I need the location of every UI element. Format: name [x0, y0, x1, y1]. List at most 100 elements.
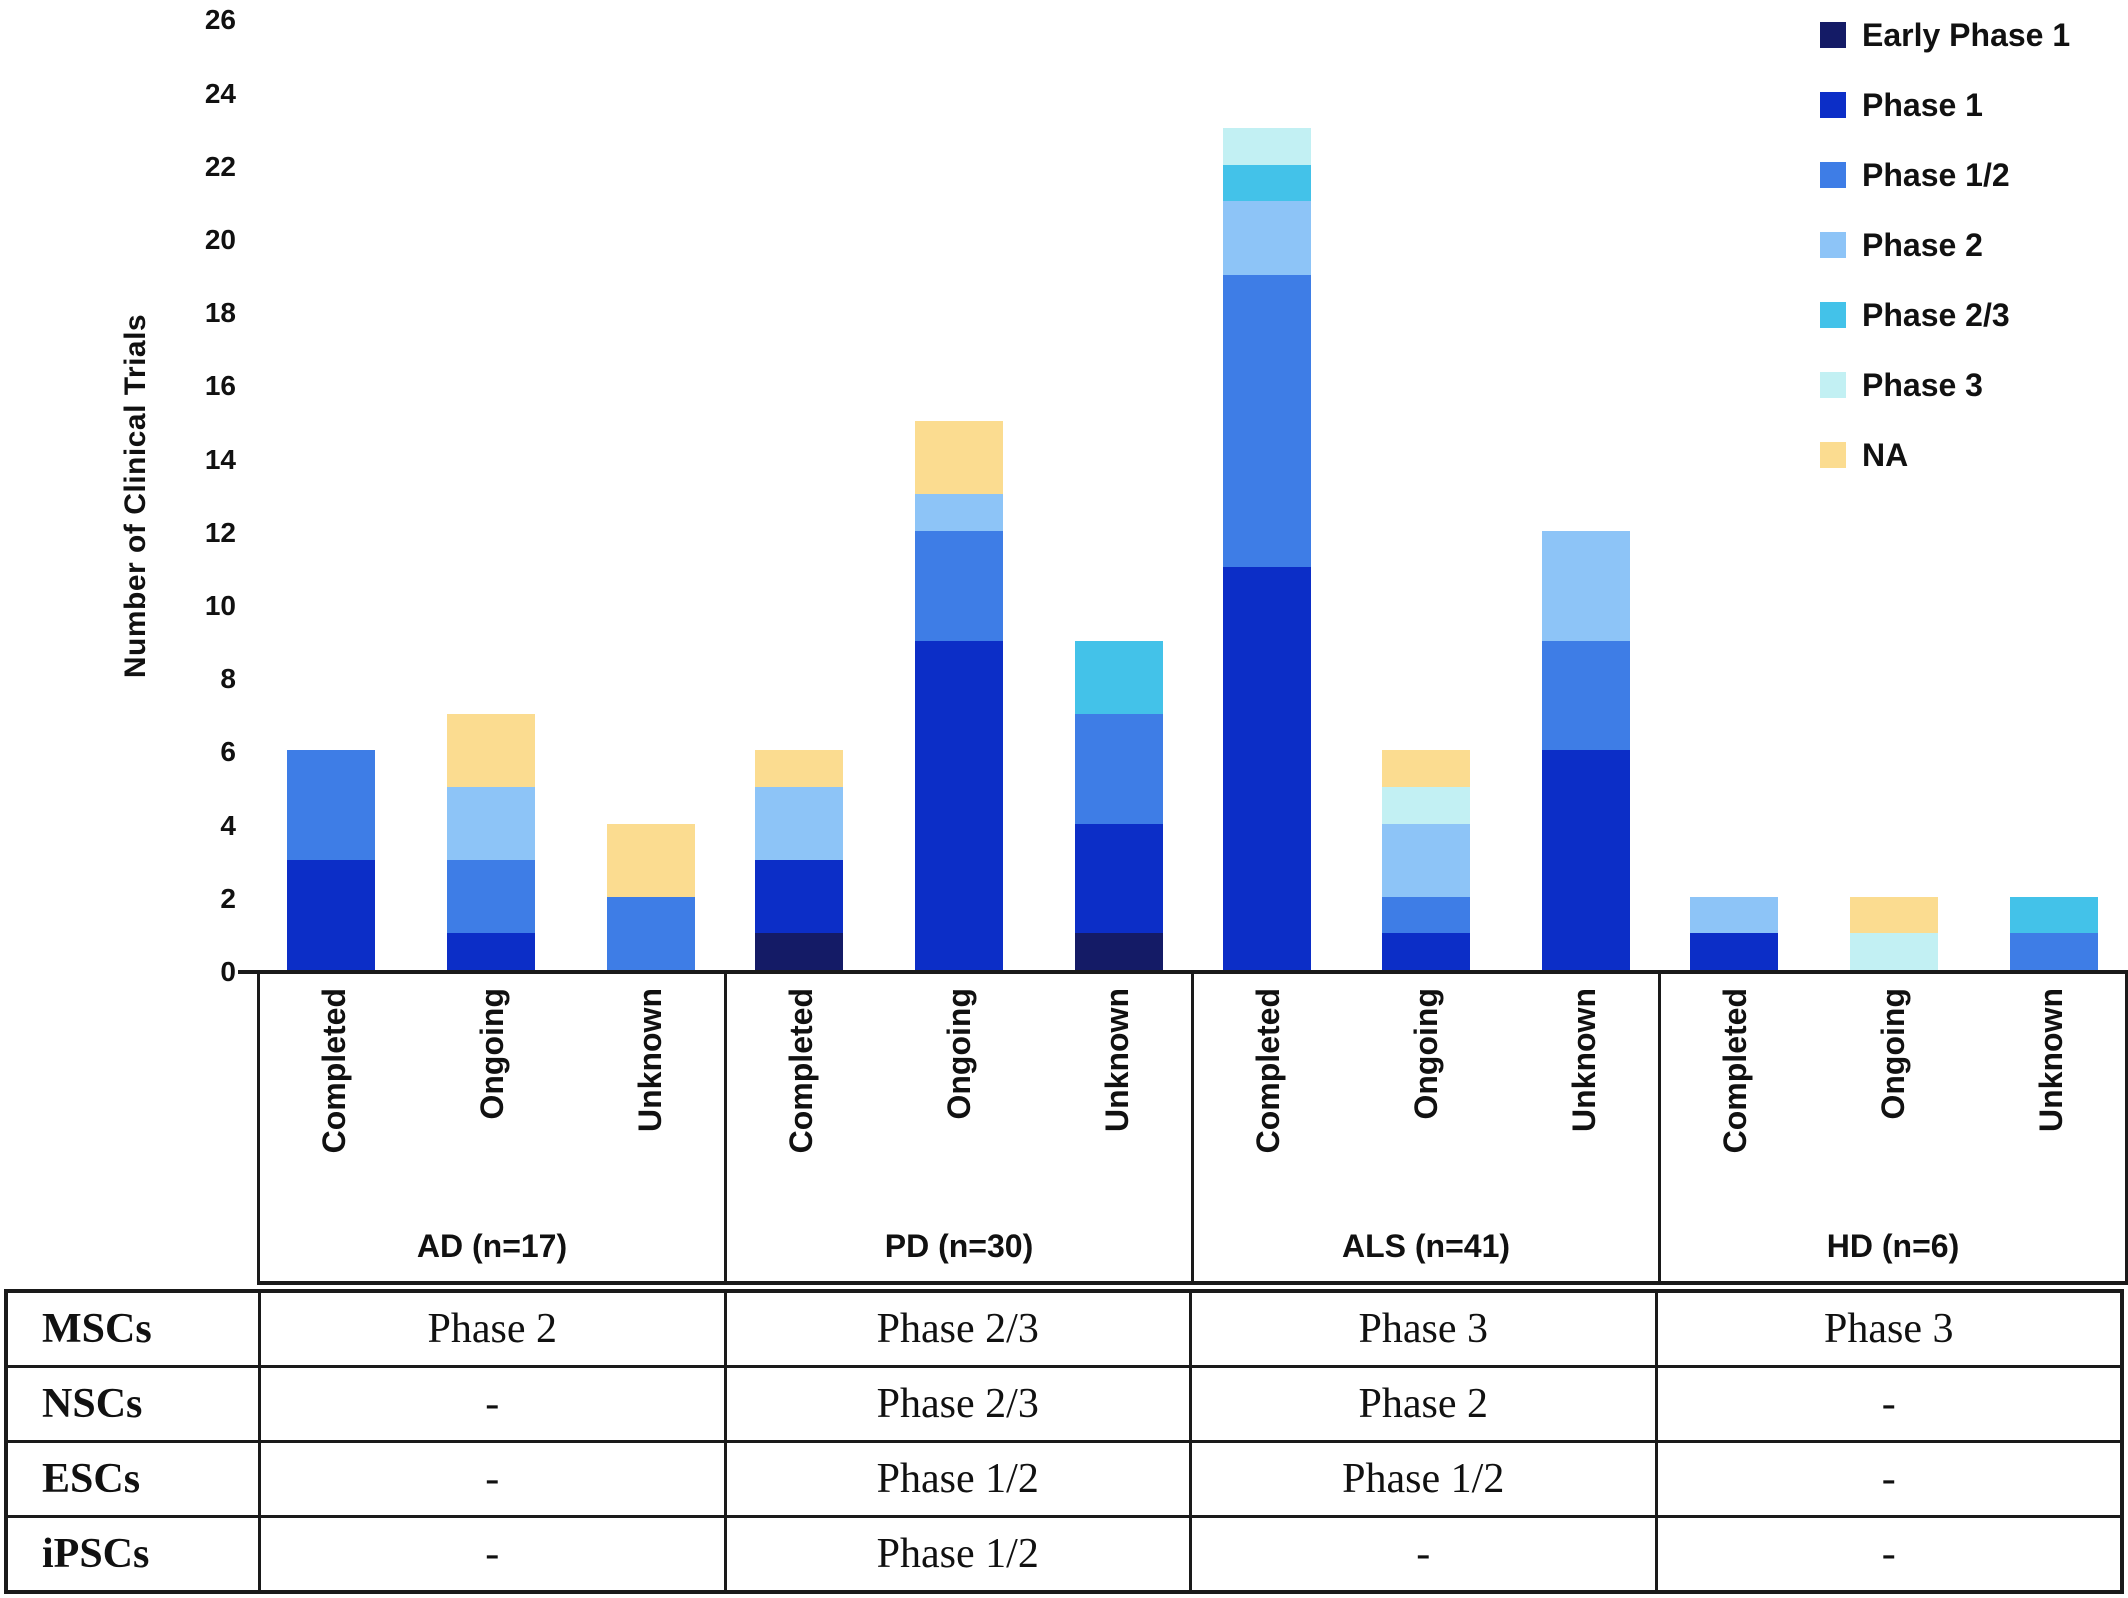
bar-segment-phase-1-2	[287, 750, 375, 861]
legend-label: Phase 2	[1862, 226, 1983, 263]
bar-segment-phase-2	[446, 787, 535, 861]
group-label-hd: HD (n=6)	[1826, 1228, 1960, 1264]
table-cell: -	[261, 1518, 727, 1590]
bar-ad-completed	[287, 750, 375, 970]
category-label-cell: Ongoing	[1382, 974, 1470, 1212]
bar-pd-unknown	[1074, 640, 1163, 970]
bar-segment-phase-2	[1542, 530, 1631, 641]
label-group-ad: Completed Ongoing Unknown AD (n=17)	[257, 974, 724, 1281]
bar-segment-phase-1	[914, 640, 1003, 970]
bar-segment-na	[446, 713, 535, 788]
table-cell: Phase 2	[261, 1293, 727, 1365]
bar-hd-ongoing	[1850, 896, 1939, 970]
legend-label: Phase 1/2	[1862, 156, 2010, 193]
legend-label: Phase 1	[1862, 86, 1983, 123]
bar-segment-na	[1382, 750, 1471, 788]
bar-segment-phase-3	[1382, 787, 1471, 824]
legend-item-phase-3: Phase 3	[1820, 350, 2070, 420]
bar-segment-na	[1850, 896, 1939, 934]
bar-segment-phase-3	[1850, 933, 1939, 970]
table-cell: -	[1192, 1518, 1658, 1590]
bar-group-ad	[257, 20, 725, 970]
bar-als-ongoing	[1382, 750, 1471, 970]
category-label: Ongoing	[1874, 988, 1911, 1120]
bar-segment-phase-2	[754, 787, 843, 861]
bar-segment-phase-3	[1222, 128, 1311, 165]
bar-segment-phase-2	[1382, 823, 1471, 897]
table-cell: -	[261, 1443, 727, 1515]
bar-segment-phase-1	[1074, 823, 1163, 934]
group-label-ad: AD (n=17)	[416, 1228, 568, 1264]
x-axis-line	[238, 970, 2128, 974]
category-label-row: Completed Ongoing Unknown	[727, 974, 1191, 1212]
bar-hd-unknown	[2010, 896, 2098, 970]
legend-swatch-icon	[1820, 302, 1846, 328]
plot-area	[257, 20, 2128, 970]
category-label: Unknown	[1565, 988, 1602, 1132]
row-header-ipscs: iPSCs	[8, 1518, 261, 1590]
category-label-row: Completed Ongoing Unknown	[1194, 974, 1658, 1212]
bar-segment-phase-1	[1382, 933, 1471, 970]
legend-swatch-icon	[1820, 92, 1846, 118]
bar-segment-phase-2	[1690, 896, 1779, 934]
y-axis-tick-label: 2	[220, 882, 236, 914]
category-label-row: Completed Ongoing Unknown	[1661, 974, 2125, 1212]
bar-pd-completed	[754, 750, 843, 970]
category-label-cell: Unknown	[2007, 974, 2095, 1212]
table-cell: Phase 2/3	[727, 1293, 1192, 1365]
y-axis-tick-label: 24	[204, 77, 236, 109]
category-label: Ongoing	[473, 988, 510, 1120]
table-cell: -	[261, 1368, 727, 1440]
category-label: Completed	[782, 988, 819, 1154]
category-label-row: Completed Ongoing Unknown	[260, 974, 724, 1212]
bar-segment-na	[606, 823, 695, 897]
bar-als-unknown	[1542, 530, 1631, 970]
category-label-cell: Completed	[1224, 974, 1312, 1212]
bar-segment-phase-1	[1222, 567, 1311, 970]
category-label-cell: Completed	[290, 974, 378, 1212]
legend-label: Early Phase 1	[1862, 16, 2071, 53]
legend-item-early-phase-1: Early Phase 1	[1820, 0, 2070, 70]
legend-swatch-icon	[1820, 22, 1846, 48]
group-label-als: ALS (n=41)	[1341, 1228, 1511, 1264]
legend-swatch-icon	[1820, 232, 1846, 258]
bar-segment-phase-1	[1690, 933, 1779, 970]
bar-segment-early-phase-1	[1074, 933, 1163, 970]
table-cell: Phase 2/3	[727, 1368, 1192, 1440]
y-axis-tick-label: 18	[204, 297, 236, 329]
legend-item-phase-1: Phase 1	[1820, 70, 2070, 140]
y-axis-tick-label: 16	[204, 370, 236, 402]
category-label: Completed	[1716, 988, 1753, 1154]
legend-label: NA	[1862, 436, 1909, 473]
y-axis-tick-label: 6	[220, 736, 236, 768]
table-cell: -	[1881, 1531, 1896, 1577]
bar-segment-phase-2-3	[1222, 164, 1311, 202]
category-label-cell: Ongoing	[1849, 974, 1937, 1212]
y-axis-tick-label: 22	[204, 150, 236, 182]
bar-segment-phase-1-2	[1382, 896, 1471, 934]
y-axis-tick-label: 8	[220, 663, 236, 695]
legend-item-phase-2: Phase 2	[1820, 210, 2070, 280]
row-header-mscs: MSCs	[8, 1293, 261, 1365]
legend-swatch-icon	[1820, 372, 1846, 398]
bar-ad-ongoing	[446, 713, 535, 970]
bar-segment-phase-1	[754, 860, 843, 934]
category-label: Completed	[1249, 988, 1286, 1154]
bar-segment-phase-2	[914, 494, 1003, 531]
legend-item-phase-2-3: Phase 2/3	[1820, 280, 2070, 350]
table-cell: -	[1881, 1381, 1896, 1427]
table-row-nscs: NSCs - Phase 2/3 Phase 2-	[8, 1365, 2120, 1440]
bar-segment-phase-2-3	[2010, 896, 2098, 934]
bar-ad-unknown	[606, 823, 695, 970]
bar-segment-na	[914, 421, 1003, 495]
y-axis-tick-label: 4	[220, 809, 236, 841]
legend-label: Phase 2/3	[1862, 296, 2010, 333]
category-label-cell: Completed	[1691, 974, 1779, 1212]
category-label: Completed	[315, 988, 352, 1154]
y-axis-tick-label: 14	[204, 443, 236, 475]
category-label-cell: Completed	[757, 974, 845, 1212]
table-cell: -	[1881, 1456, 1896, 1502]
bar-segment-phase-1-2	[1222, 274, 1311, 568]
category-label-cell: Unknown	[1073, 974, 1161, 1212]
bar-segment-phase-1-2	[606, 896, 695, 970]
